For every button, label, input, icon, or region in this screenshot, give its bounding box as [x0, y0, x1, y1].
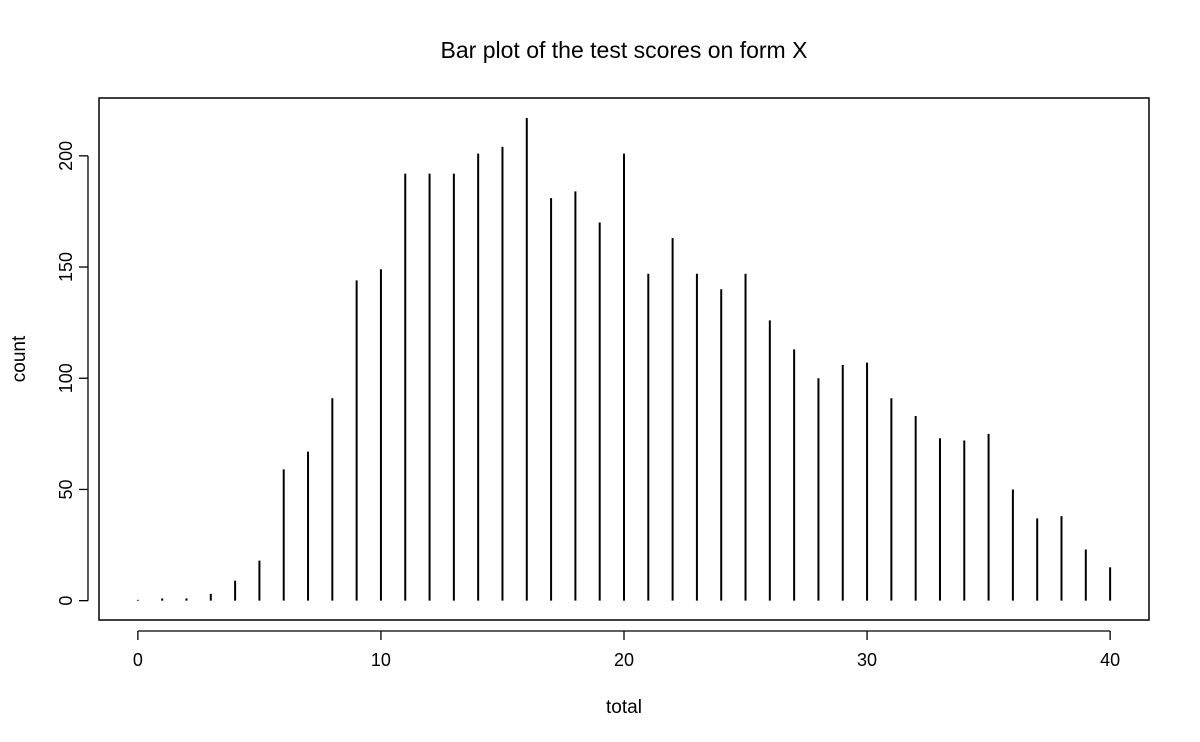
x-tick-label-40: 40: [1100, 650, 1120, 670]
y-tick-label-0: 0: [56, 596, 76, 606]
x-axis: 0 10 20 30 40: [133, 630, 1120, 670]
y-tick-label-50: 50: [56, 479, 76, 499]
x-tick-label-20: 20: [614, 650, 634, 670]
y-tick-label-150: 150: [56, 252, 76, 282]
x-tick-label-10: 10: [371, 650, 391, 670]
chart-title: Bar plot of the test scores on form X: [441, 37, 808, 63]
x-tick-label-0: 0: [133, 650, 143, 670]
y-axis: 0 50 100 150 200: [56, 141, 89, 606]
y-tick-label-200: 200: [56, 141, 76, 171]
x-axis-label: total: [606, 697, 642, 718]
plot-frame: [98, 97, 1150, 621]
bars-group: [136, 118, 1112, 601]
y-tick-label-100: 100: [56, 363, 76, 393]
y-axis-label: count: [9, 335, 30, 382]
x-tick-label-30: 30: [857, 650, 877, 670]
